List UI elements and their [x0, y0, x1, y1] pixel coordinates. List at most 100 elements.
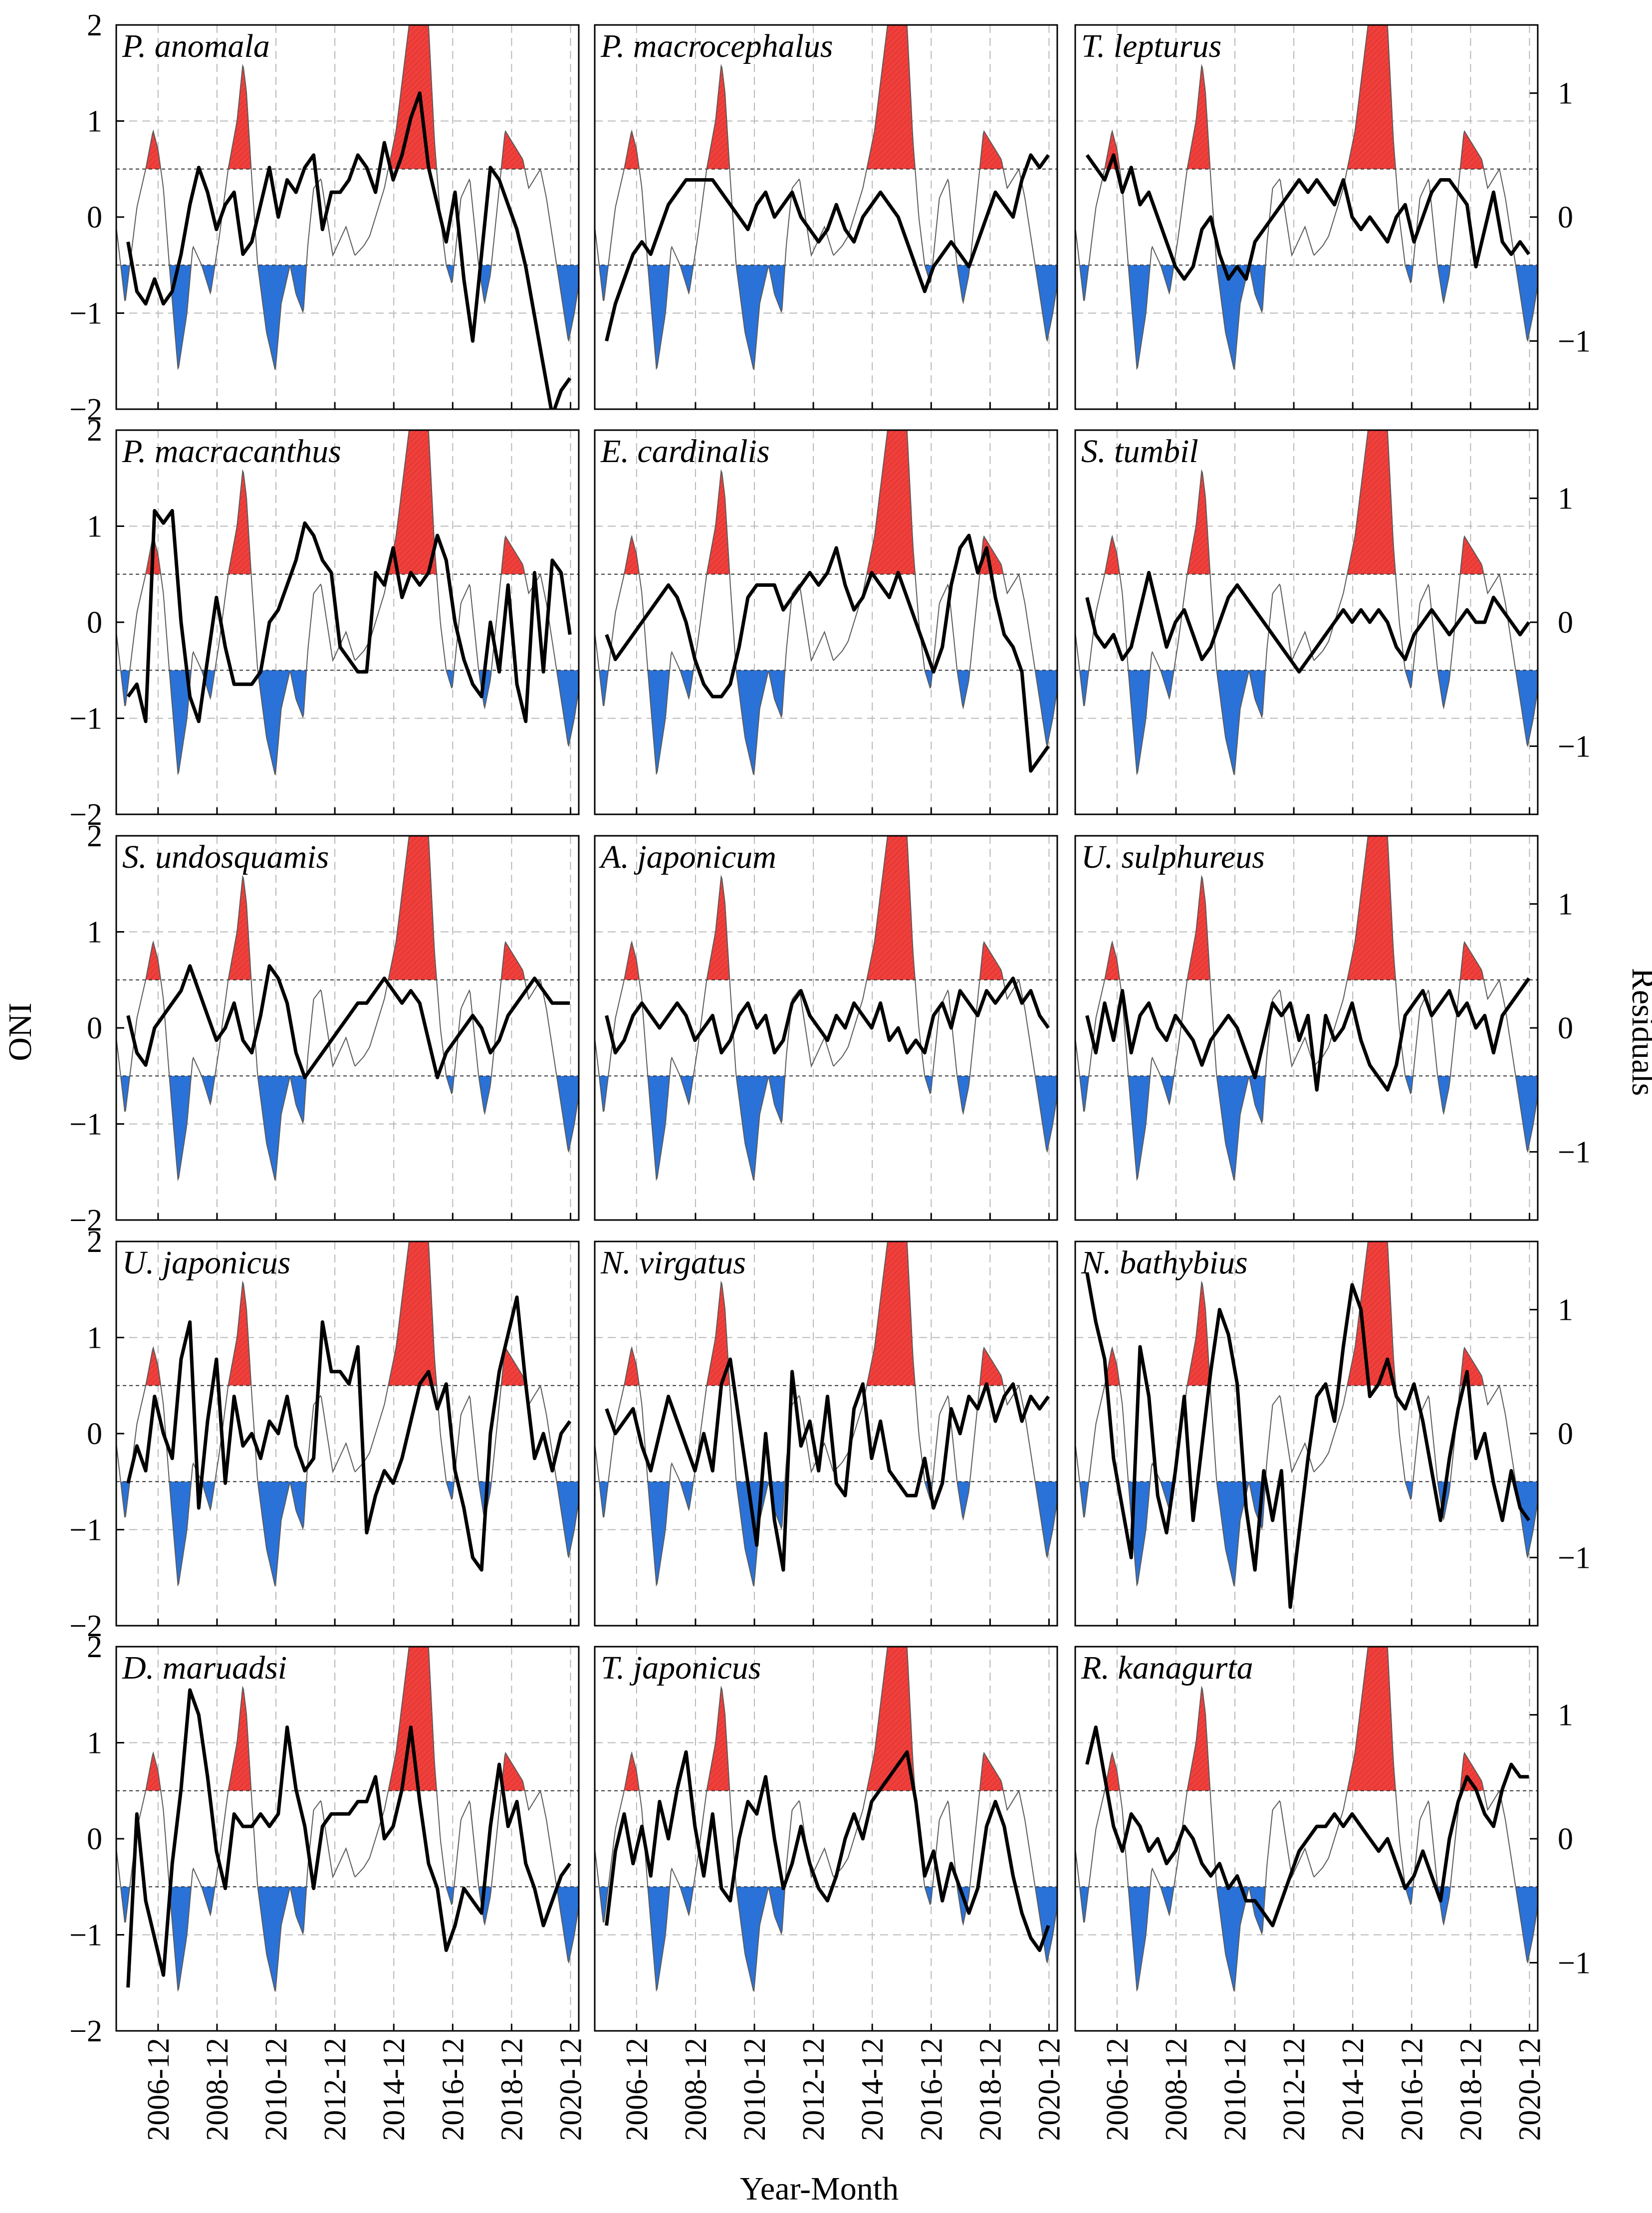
plot-background [595, 1241, 1057, 1626]
residual-tick-label: −1 [1558, 1946, 1591, 1980]
x-tick-label: 2006-12 [620, 2038, 654, 2141]
panel: S. undosquamis 2 1 0 −1 −2 [69, 819, 580, 1237]
panel-title: P. macracanthus [122, 433, 341, 470]
residual-tick-label: −1 [1558, 1541, 1591, 1575]
residual-line [126, 91, 572, 409]
oni-tick-label: 2 [87, 819, 102, 853]
panel-grid: P. anomala 2 1 0 −1 −2 P. macrocephalus T. lept… [69, 8, 1591, 2141]
x-tick-label: 2012-12 [318, 2038, 352, 2141]
panel-title: U. japonicus [122, 1244, 290, 1281]
residual-tick-label: 0 [1558, 1822, 1573, 1856]
oni-tick-label: −1 [69, 702, 102, 736]
residuals-axis-title: Residuals [1625, 968, 1652, 1096]
plot-background [595, 1647, 1057, 2031]
residual-line [1085, 977, 1531, 1092]
panel-frame [594, 1646, 1058, 2032]
x-tick-label: 2012-12 [1277, 2038, 1311, 2141]
panel-title: E. cardinalis [600, 433, 770, 470]
oni-tick-label: 0 [87, 606, 102, 640]
residual-tick-label: 0 [1558, 1011, 1573, 1045]
oni-line [1075, 1241, 1538, 1587]
panel: E. cardinalis [594, 429, 1058, 815]
panel: P. macrocephalus [594, 24, 1058, 410]
residual-tick-label: 1 [1558, 77, 1573, 111]
panel-frame [594, 835, 1058, 1221]
oni-tick-label: 0 [87, 1822, 102, 1856]
x-tick-label: 2006-12 [1101, 2038, 1135, 2141]
residual-line [1085, 153, 1531, 281]
panel: R. kanagurta 1 0 −1 2006-12 2008-12 2010-12 201… [1074, 1646, 1591, 2141]
oni-tick-label: 2 [87, 8, 102, 42]
oni-tick-label: −2 [69, 1609, 102, 1643]
plot-area [1075, 1241, 1538, 1626]
plot-background [116, 1647, 579, 2031]
x-tick-label: 2020-12 [554, 2038, 588, 2141]
panel-title: N. virgatus [600, 1244, 746, 1281]
oni-tick-label: −2 [69, 1204, 102, 1237]
plot-area [595, 836, 1057, 1220]
oni-tick-label: 1 [87, 510, 102, 544]
panel-frame [594, 1240, 1058, 1627]
panel-title: T. japonicus [601, 1650, 761, 1686]
plot-area [116, 836, 579, 1220]
oni-tick-label: −2 [69, 393, 102, 427]
plot-area [116, 1647, 579, 2031]
panel: P. macracanthus 2 1 0 −1 −2 [69, 414, 580, 832]
oni-tick-label: 1 [87, 916, 102, 950]
panel-title: A. japonicum [599, 839, 776, 875]
x-tick-label: 2016-12 [915, 2038, 948, 2141]
panel-title: S. undosquamis [122, 839, 329, 875]
plot-background [116, 1241, 579, 1626]
x-axis-title: Year-Month [740, 2171, 899, 2207]
residual-line [605, 977, 1050, 1055]
plot-background [116, 430, 579, 814]
panel-title: P. anomala [122, 28, 270, 64]
residual-line [126, 964, 570, 1079]
panel: D. maruadsi 2 1 0 −1 −2 2006-12 2008-12 2010-12 2… [69, 1630, 588, 2141]
plot-background [595, 25, 1057, 409]
oni-tick-label: 2 [87, 1630, 102, 1664]
residual-tick-label: 0 [1558, 1417, 1573, 1451]
panel-title: U. sulphureus [1081, 839, 1265, 875]
plot-area [1075, 430, 1538, 814]
x-tick-label: 2018-12 [495, 2038, 529, 2141]
x-tick-label: 2014-12 [1336, 2038, 1370, 2141]
plot-background [1075, 1241, 1538, 1626]
oni-tick-label: −2 [69, 798, 102, 832]
oni-line [595, 836, 1057, 1181]
oni-line [116, 430, 579, 775]
residual-tick-label: −1 [1558, 1135, 1591, 1169]
x-tick-label: 2018-12 [1454, 2038, 1488, 2141]
x-tick-label: 2020-12 [1033, 2038, 1067, 2141]
residual-line [126, 509, 572, 724]
panel: U. japonicus 2 1 0 −1 −2 [69, 1225, 580, 1643]
oni-line [116, 1241, 579, 1587]
oni-tick-label: −1 [69, 1108, 102, 1142]
oni-line [116, 25, 579, 370]
x-tick-label: 2008-12 [679, 2038, 713, 2141]
panel: P. anomala 2 1 0 −1 −2 [69, 8, 580, 427]
panel-frame [594, 24, 1058, 410]
panel-title: D. maruadsi [122, 1650, 287, 1686]
residual-tick-label: 1 [1558, 482, 1573, 516]
residual-tick-label: 1 [1558, 888, 1573, 922]
x-tick-label: 2014-12 [856, 2038, 890, 2141]
x-tick-label: 2020-12 [1513, 2038, 1547, 2141]
residual-line [605, 1357, 1050, 1572]
x-tick-label: 2016-12 [1395, 2038, 1429, 2141]
plot-background [595, 836, 1057, 1220]
residual-line [605, 153, 1050, 342]
oni-tick-label: 0 [87, 1011, 102, 1045]
plot-area [1075, 25, 1538, 409]
oni-line [595, 1647, 1057, 1992]
panel-title: N. bathybius [1081, 1244, 1248, 1281]
panel: T. lepturus 1 0 −1 [1074, 24, 1591, 410]
residual-tick-label: 1 [1558, 1699, 1573, 1732]
panel-title: S. tumbil [1081, 433, 1198, 470]
oni-tick-label: −2 [69, 2014, 102, 2048]
x-tick-label: 2010-12 [1218, 2038, 1252, 2141]
x-tick-label: 2012-12 [797, 2038, 831, 2141]
plot-area [595, 25, 1057, 409]
residual-line [126, 1295, 572, 1572]
